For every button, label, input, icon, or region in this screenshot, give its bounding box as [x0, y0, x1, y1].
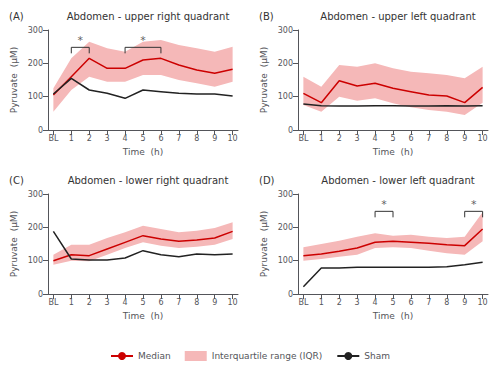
svg-text:2: 2 — [337, 134, 342, 143]
svg-text:BL: BL — [298, 298, 308, 307]
svg-text:10: 10 — [228, 134, 238, 143]
svg-text:5: 5 — [140, 134, 145, 143]
svg-text:Pyruvate (μM): Pyruvate (μM) — [9, 47, 19, 113]
svg-text:BL: BL — [48, 298, 58, 307]
svg-text:7: 7 — [176, 134, 181, 143]
svg-text:3: 3 — [105, 298, 110, 307]
svg-text:200: 200 — [278, 223, 293, 232]
svg-text:3: 3 — [355, 134, 360, 143]
svg-text:0: 0 — [38, 290, 43, 299]
svg-text:100: 100 — [278, 92, 293, 101]
svg-text:200: 200 — [28, 223, 43, 232]
svg-text:Time (h): Time (h) — [122, 311, 163, 321]
svg-text:Abdomen - lower right quadrant: Abdomen - lower right quadrant — [68, 175, 229, 186]
svg-text:9: 9 — [212, 298, 217, 307]
svg-text:1: 1 — [319, 134, 324, 143]
svg-text:9: 9 — [462, 134, 467, 143]
svg-text:Time (h): Time (h) — [122, 147, 163, 157]
svg-text:(C): (C) — [9, 175, 24, 186]
svg-text:5: 5 — [390, 298, 395, 307]
svg-text:Time (h): Time (h) — [372, 311, 413, 321]
svg-text:300: 300 — [28, 190, 43, 199]
svg-text:Pyruvate (μM): Pyruvate (μM) — [259, 211, 269, 277]
svg-text:1: 1 — [319, 298, 324, 307]
svg-text:1: 1 — [69, 134, 74, 143]
svg-text:Median: Median — [138, 351, 171, 361]
svg-text:1: 1 — [69, 298, 74, 307]
svg-text:6: 6 — [408, 298, 413, 307]
svg-text:*: * — [140, 34, 146, 47]
svg-text:3: 3 — [355, 298, 360, 307]
svg-text:100: 100 — [28, 256, 43, 265]
svg-text:100: 100 — [28, 92, 43, 101]
svg-text:5: 5 — [140, 298, 145, 307]
svg-text:Time (h): Time (h) — [372, 147, 413, 157]
svg-text:200: 200 — [278, 59, 293, 68]
svg-text:200: 200 — [28, 59, 43, 68]
svg-text:2: 2 — [337, 298, 342, 307]
svg-text:*: * — [78, 34, 84, 47]
svg-text:8: 8 — [444, 298, 449, 307]
svg-text:Sham: Sham — [364, 351, 390, 361]
svg-text:6: 6 — [408, 134, 413, 143]
svg-text:2: 2 — [87, 298, 92, 307]
svg-text:7: 7 — [426, 298, 431, 307]
svg-text:8: 8 — [194, 298, 199, 307]
svg-text:3: 3 — [105, 134, 110, 143]
svg-text:Abdomen - lower left quadrant: Abdomen - lower left quadrant — [321, 175, 474, 186]
svg-text:7: 7 — [426, 134, 431, 143]
svg-text:*: * — [381, 198, 387, 211]
svg-text:Abdomen - upper right quadrant: Abdomen - upper right quadrant — [67, 11, 230, 22]
svg-text:6: 6 — [158, 134, 163, 143]
svg-text:4: 4 — [123, 298, 128, 307]
svg-text:4: 4 — [373, 298, 378, 307]
svg-text:*: * — [471, 198, 477, 211]
svg-text:9: 9 — [212, 134, 217, 143]
svg-text:4: 4 — [373, 134, 378, 143]
svg-text:Pyruvate (μM): Pyruvate (μM) — [259, 47, 269, 113]
svg-text:7: 7 — [176, 298, 181, 307]
svg-text:0: 0 — [288, 290, 293, 299]
svg-text:Interquartile range (IQR): Interquartile range (IQR) — [212, 351, 323, 361]
svg-text:2: 2 — [87, 134, 92, 143]
svg-text:100: 100 — [278, 256, 293, 265]
svg-text:5: 5 — [390, 134, 395, 143]
svg-text:10: 10 — [228, 298, 238, 307]
svg-text:0: 0 — [38, 126, 43, 135]
svg-text:8: 8 — [444, 134, 449, 143]
svg-text:(A): (A) — [9, 11, 24, 22]
svg-text:10: 10 — [478, 134, 488, 143]
svg-text:Abdomen - upper left quadrant: Abdomen - upper left quadrant — [320, 11, 475, 22]
svg-text:300: 300 — [278, 26, 293, 35]
svg-text:BL: BL — [298, 134, 308, 143]
svg-text:4: 4 — [123, 134, 128, 143]
svg-text:(B): (B) — [259, 11, 274, 22]
svg-text:8: 8 — [194, 134, 199, 143]
svg-text:9: 9 — [462, 298, 467, 307]
svg-text:300: 300 — [278, 190, 293, 199]
svg-text:0: 0 — [288, 126, 293, 135]
svg-text:300: 300 — [28, 26, 43, 35]
svg-text:BL: BL — [48, 134, 58, 143]
svg-text:Pyruvate (μM): Pyruvate (μM) — [9, 211, 19, 277]
svg-text:(D): (D) — [259, 175, 275, 186]
svg-text:10: 10 — [478, 298, 488, 307]
svg-text:6: 6 — [158, 298, 163, 307]
